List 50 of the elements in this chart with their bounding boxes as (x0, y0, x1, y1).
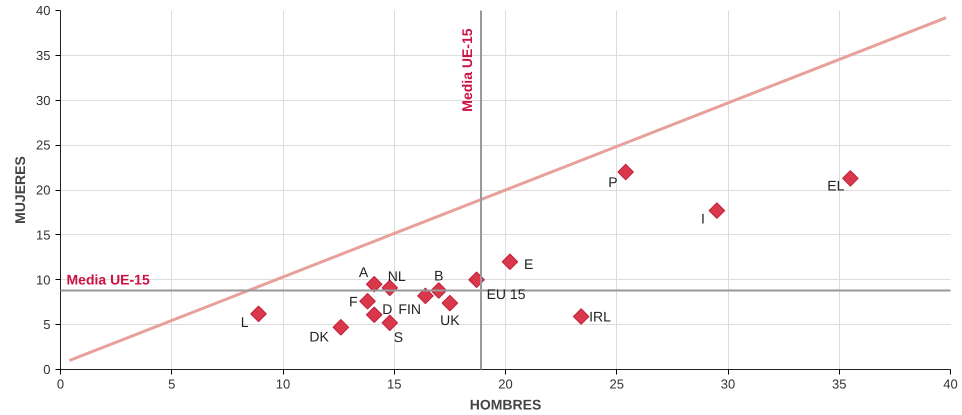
y-tick-label: 30 (36, 92, 51, 108)
x-tick-label: 40 (943, 376, 958, 392)
y-axis-title: MUJERES (12, 156, 28, 224)
annotation: IRL (589, 308, 612, 325)
annotation: EL (827, 177, 845, 194)
ref-line-label: Media UE-15 (66, 272, 150, 288)
annotation: NL (388, 268, 406, 284)
annotation: DK (309, 328, 330, 344)
y-tick-label: 0 (43, 362, 51, 377)
x-axis-title: HOMBRES (470, 396, 542, 412)
point (250, 306, 267, 322)
annotation: UK (440, 312, 460, 328)
point (708, 202, 726, 219)
point (842, 170, 859, 187)
y-tick-label: 5 (43, 317, 51, 332)
point (502, 254, 518, 270)
annotation: E (524, 256, 534, 272)
y-tick-label: 40 (36, 3, 51, 18)
point (617, 164, 634, 180)
annotation: D (382, 300, 392, 317)
x-tick-label: 20 (498, 376, 513, 392)
annotation: S (394, 328, 404, 345)
ref-line-label: Media UE-15 (459, 28, 476, 112)
point (366, 306, 383, 324)
point (366, 276, 383, 293)
point (442, 294, 458, 312)
annotation: P (608, 174, 618, 190)
x-tick-label: 5 (168, 376, 176, 392)
annotation: A (358, 264, 369, 280)
annotation: B (434, 268, 444, 284)
y-tick-label: 20 (36, 182, 51, 198)
annotation: I (700, 210, 705, 227)
y-tick-label: 35 (36, 48, 51, 63)
x-tick-label: 0 (56, 376, 64, 392)
annotation: EU 15 (486, 286, 526, 302)
x-tick-label: 30 (720, 376, 736, 392)
point (359, 293, 376, 310)
annotation: FIN (398, 300, 421, 317)
point (382, 314, 398, 332)
x-tick-label: 10 (276, 376, 290, 392)
point (332, 319, 350, 336)
x-tick-label: 35 (832, 376, 846, 392)
y-tick-label: 10 (36, 272, 51, 288)
y-tick-label: 25 (36, 138, 51, 153)
x-tick-label: 25 (610, 376, 624, 392)
annotation: L (240, 314, 249, 330)
annotation: F (349, 293, 358, 310)
y-tick-label: 15 (36, 227, 51, 242)
point (572, 308, 590, 325)
x-tick-label: 15 (387, 376, 402, 392)
